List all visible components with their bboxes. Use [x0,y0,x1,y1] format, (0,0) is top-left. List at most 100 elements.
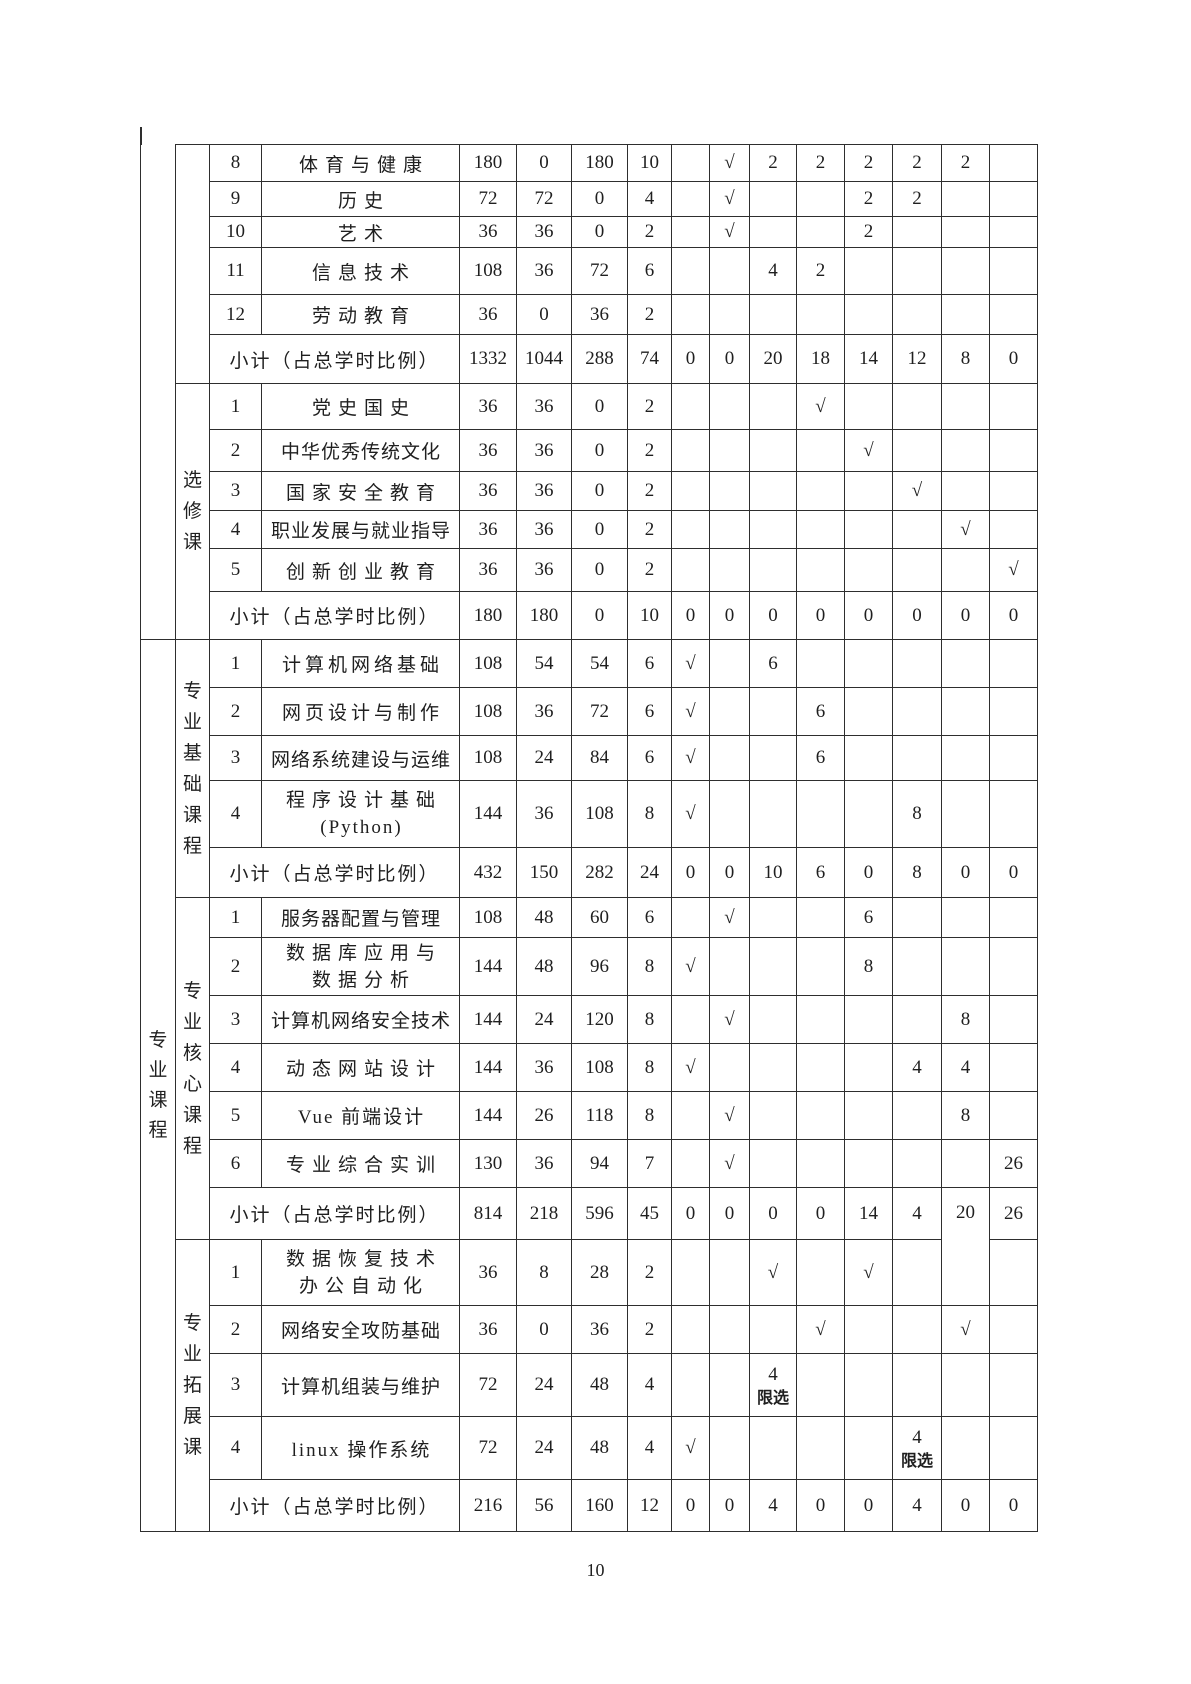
cell-s2: 6 [796,687,845,736]
cell-credits: 2 [627,1305,672,1354]
cell-exam [671,995,710,1044]
subtotal-cell-check: 0 [709,847,750,898]
cell-s2 [796,471,845,511]
cell-s1 [749,1305,797,1354]
cell-theory: 24 [516,1353,572,1417]
cell-s2 [796,1239,845,1306]
subtotal-cell-total: 814 [459,1187,517,1240]
course-row: 2 网页设计与制作 108 36 72 6 √ 6 [141,687,1038,736]
cell-theory: 26 [516,1091,572,1140]
cell-credits: 6 [627,247,672,295]
cell-s5 [941,471,990,511]
cell-s4 [892,687,942,736]
cell-s3: 6 [844,897,893,938]
subcategory-label-cell: 专业拓展课 [175,1239,210,1532]
course-name-cell: 网络系统建设与运维 [261,735,460,781]
cell-s3 [844,471,893,511]
cell-check: √ [709,995,750,1044]
cell-exam: √ [671,780,710,848]
cell-s6 [989,1353,1038,1417]
cell-theory: 8 [516,1239,572,1306]
subtotal-cell-credits: 12 [627,1479,672,1532]
cell-theory: 36 [516,1139,572,1188]
cell-theory: 48 [516,897,572,938]
cell-total: 180 [459,144,517,182]
cell-theory: 36 [516,548,572,592]
course-row: 4 程序设计基础 (Python) 144 36 108 8 √ 8 [141,780,1038,848]
cell-practice: 108 [571,1043,628,1092]
course-row: 专业课程专业基础课程 1 计算机网络基础 108 54 54 6 √ 6 [140,639,1038,1532]
cell-total: 36 [459,383,517,430]
subtotal-cell-s1: 4 [749,1479,797,1532]
subtotal-cell-s5: 20 [941,1187,990,1306]
cell-s6 [989,639,1038,688]
course-no-cell: 2 [209,687,262,736]
cell-total: 130 [459,1139,517,1188]
cell-s5 [941,1416,990,1480]
cell-s4: 8 [892,780,942,848]
cell-exam [671,294,710,335]
subtotal-cell-s6: 26 [989,1187,1038,1240]
course-no-cell: 4 [209,1416,262,1480]
subtotal-cell-credits: 45 [627,1187,672,1240]
cell-total: 36 [459,548,517,592]
cell-s1 [749,383,797,430]
cell-s1 [749,735,797,781]
subtotal-cell-practice: 282 [571,847,628,898]
course-row: 8 体育与健康 180 0 180 10 √ 2 2 2 2 2 [140,144,1038,640]
cell-s6 [989,1416,1038,1480]
cell-exam [671,897,710,938]
subtotal-cell-practice: 596 [571,1187,628,1240]
cell-s2 [796,1091,845,1140]
cell-s6 [989,429,1038,472]
cell-s1 [749,897,797,938]
cell-check [709,1353,750,1417]
subtotal-cell-check: 0 [709,591,750,640]
course-name-cell: 计算机网络基础 [261,639,460,688]
cell-check [709,1043,750,1092]
cell-total: 36 [459,1305,517,1354]
subtotal-cell-total: 216 [459,1479,517,1532]
cell-credits: 2 [627,216,672,248]
cell-total: 108 [459,247,517,295]
cell-practice: 72 [571,687,628,736]
cell-exam: √ [671,735,710,781]
cell-exam [671,548,710,592]
subtotal-cell-theory: 1044 [516,334,572,384]
cell-s1 [749,510,797,549]
cell-check [709,471,750,511]
cell-total: 108 [459,687,517,736]
subtotal-cell-s3: 0 [844,847,893,898]
course-no-cell: 2 [209,1305,262,1354]
cell-check [709,1305,750,1354]
subtotal-label-cell: 小计（占总学时比例） [209,591,460,640]
cell-s2 [796,1139,845,1188]
cell-exam: √ [671,937,710,996]
subtotal-cell-s4: 4 [892,1479,942,1532]
cell-s1 [749,995,797,1044]
cell-s4 [892,897,942,938]
cell-s1: 4 限选 [749,1353,797,1417]
cell-check [709,429,750,472]
cell-s2 [796,1353,845,1417]
course-no-cell: 3 [209,735,262,781]
cell-exam [671,216,710,248]
subtotal-cell-practice: 288 [571,334,628,384]
table-left-border-stub [140,127,142,145]
subtotal-cell-theory: 56 [516,1479,572,1532]
course-name-cell: 计算机组装与维护 [261,1353,460,1417]
course-name-cell: 动态网站设计 [261,1043,460,1092]
subtotal-cell-s3: 0 [844,591,893,640]
cell-theory: 0 [516,144,572,182]
cell-s5 [941,294,990,335]
course-no-cell: 1 [209,897,262,938]
cell-theory: 36 [516,429,572,472]
cell-s5 [941,383,990,430]
cell-credits: 2 [627,548,672,592]
course-row: 11 信息技术 108 36 72 6 4 2 [141,247,1038,295]
subcategory-label-cell: 专业基础课程 [175,639,210,898]
course-no-cell: 3 [209,995,262,1044]
subtotal-row: 小计（占总学时比例） 1332 1044 288 74 0 0 20 18 14 12 8 0 [141,334,1038,384]
cell-exam: √ [671,639,710,688]
subtotal-row: 小计（占总学时比例） 432 150 282 24 0 0 10 6 0 8 0 0 [141,847,1038,898]
